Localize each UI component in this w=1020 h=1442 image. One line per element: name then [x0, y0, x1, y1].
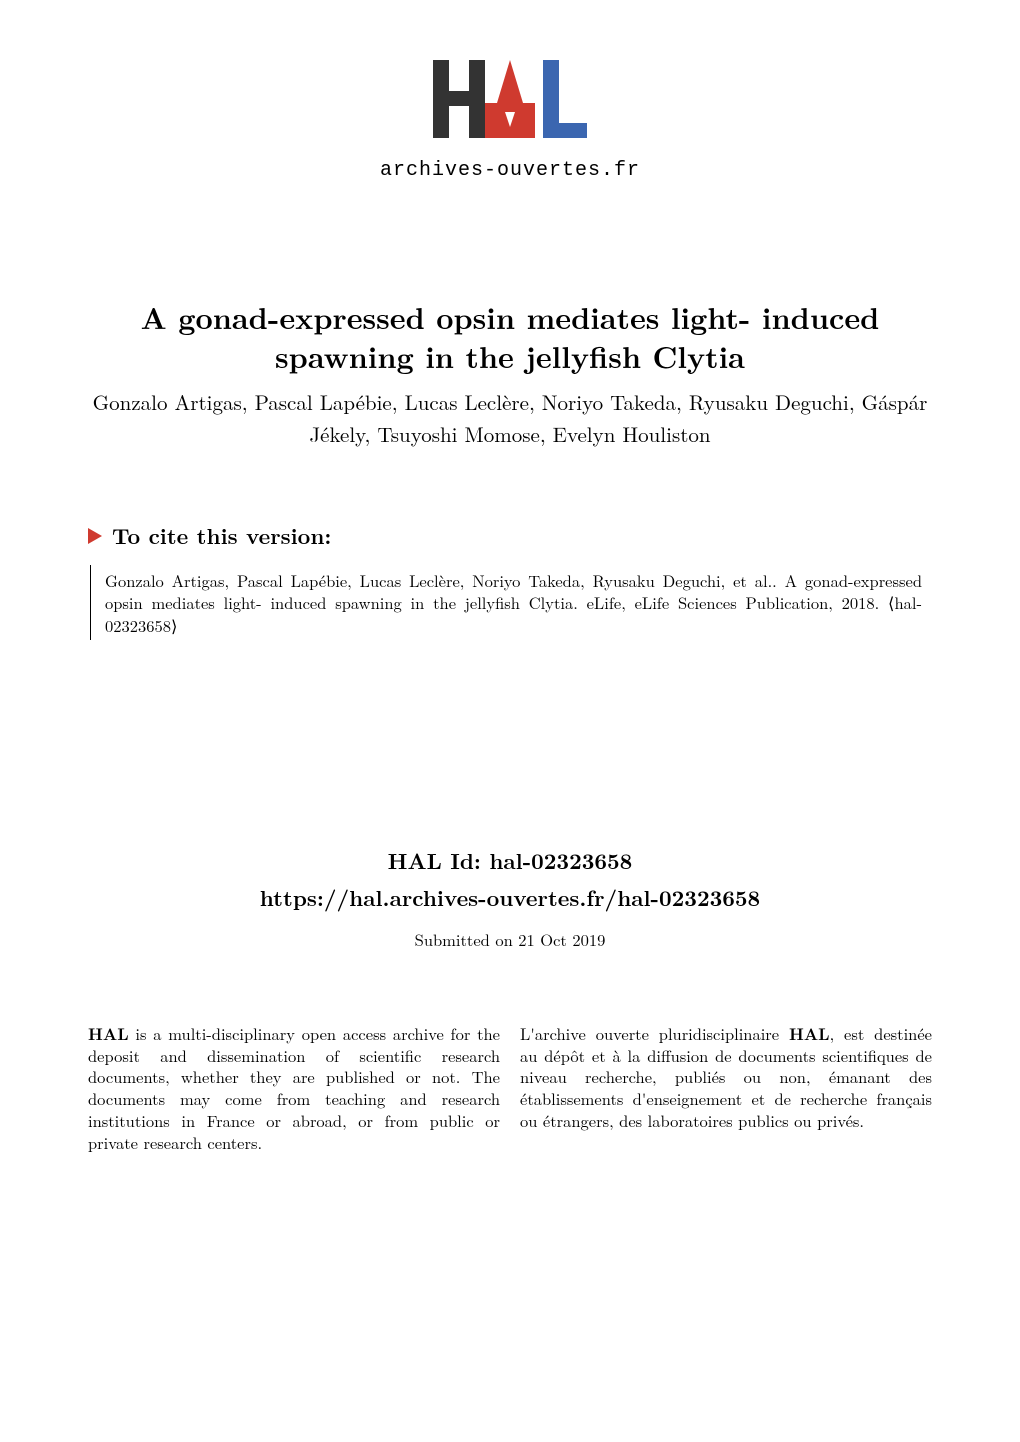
cite-block: To cite this version: Gonzalo Artigas, P…: [0, 520, 1020, 640]
hal-logo-icon: [425, 55, 595, 150]
desc-left-text: is a multi-disciplinary open access arch…: [88, 1021, 500, 1154]
title-block: A gonad-expressed opsin mediates light- …: [0, 297, 1020, 450]
logo-h-glyph: [433, 60, 485, 138]
cite-body: Gonzalo Artigas, Pascal Lapébie, Lucas L…: [90, 565, 932, 640]
submitted-date: Submitted on 21 Oct 2019: [0, 927, 1020, 951]
cite-heading-row: To cite this version:: [88, 520, 932, 551]
logo-a-glyph: [485, 60, 535, 138]
hal-id: HAL Id: hal-02323658: [0, 845, 1020, 876]
description-right: L'archive ouverte pluridisciplinaire HAL…: [520, 1023, 932, 1154]
logo-l-glyph: [543, 60, 587, 138]
description-left: HAL is a multi-disciplinary open access …: [88, 1023, 500, 1154]
hal-id-block: HAL Id: hal-02323658 https://hal.archive…: [0, 845, 1020, 951]
logo-subtext: archives-ouvertes.fr: [0, 159, 1020, 182]
desc-right-pre: L'archive ouverte pluridisciplinaire: [520, 1021, 789, 1045]
hal-bold-right: HAL: [789, 1021, 830, 1045]
triangle-right-icon: [88, 528, 102, 544]
hal-bold-left: HAL: [88, 1021, 129, 1045]
description-columns: HAL is a multi-disciplinary open access …: [0, 1023, 1020, 1154]
hal-url[interactable]: https://hal.archives-ouvertes.fr/hal-023…: [0, 882, 1020, 913]
cite-heading: To cite this version:: [112, 520, 331, 551]
paper-title: A gonad-expressed opsin mediates light- …: [80, 297, 940, 375]
paper-authors: Gonzalo Artigas, Pascal Lapébie, Lucas L…: [80, 387, 940, 450]
hal-logo-block: archives-ouvertes.fr: [0, 0, 1020, 182]
